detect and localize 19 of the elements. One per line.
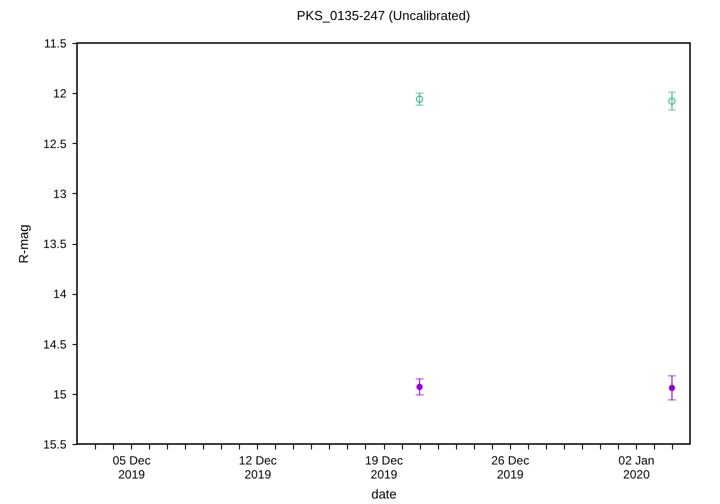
x-tick-label: 26 Dec 2019 [491,454,530,482]
y-axis-title: R-mag [16,224,32,264]
x-tick-label: 12 Dec 2019 [238,454,277,482]
y-tick-label: 14.5 [43,337,67,352]
y-tick-label: 15 [53,387,67,402]
chart-title: PKS_0135-247 (Uncalibrated) [296,8,470,23]
x-tick-label: 19 Dec 2019 [364,454,404,482]
y-tick-label: 12 [53,86,67,101]
y-tick-label: 13.5 [43,237,67,251]
x-tick-label: 05 Dec 2019 [112,454,151,482]
point [416,95,424,103]
x-axis-title: date [371,486,397,502]
y-tick-label: 15.5 [43,438,67,452]
y-tick-label: 12.5 [43,136,67,151]
x-tick-label: 02 Jan 2020 [618,454,654,482]
point [668,97,676,105]
y-tick-label: 11.5 [44,36,67,50]
y-tick-label: 13 [53,186,67,201]
y-tick-label: 14 [53,287,67,302]
